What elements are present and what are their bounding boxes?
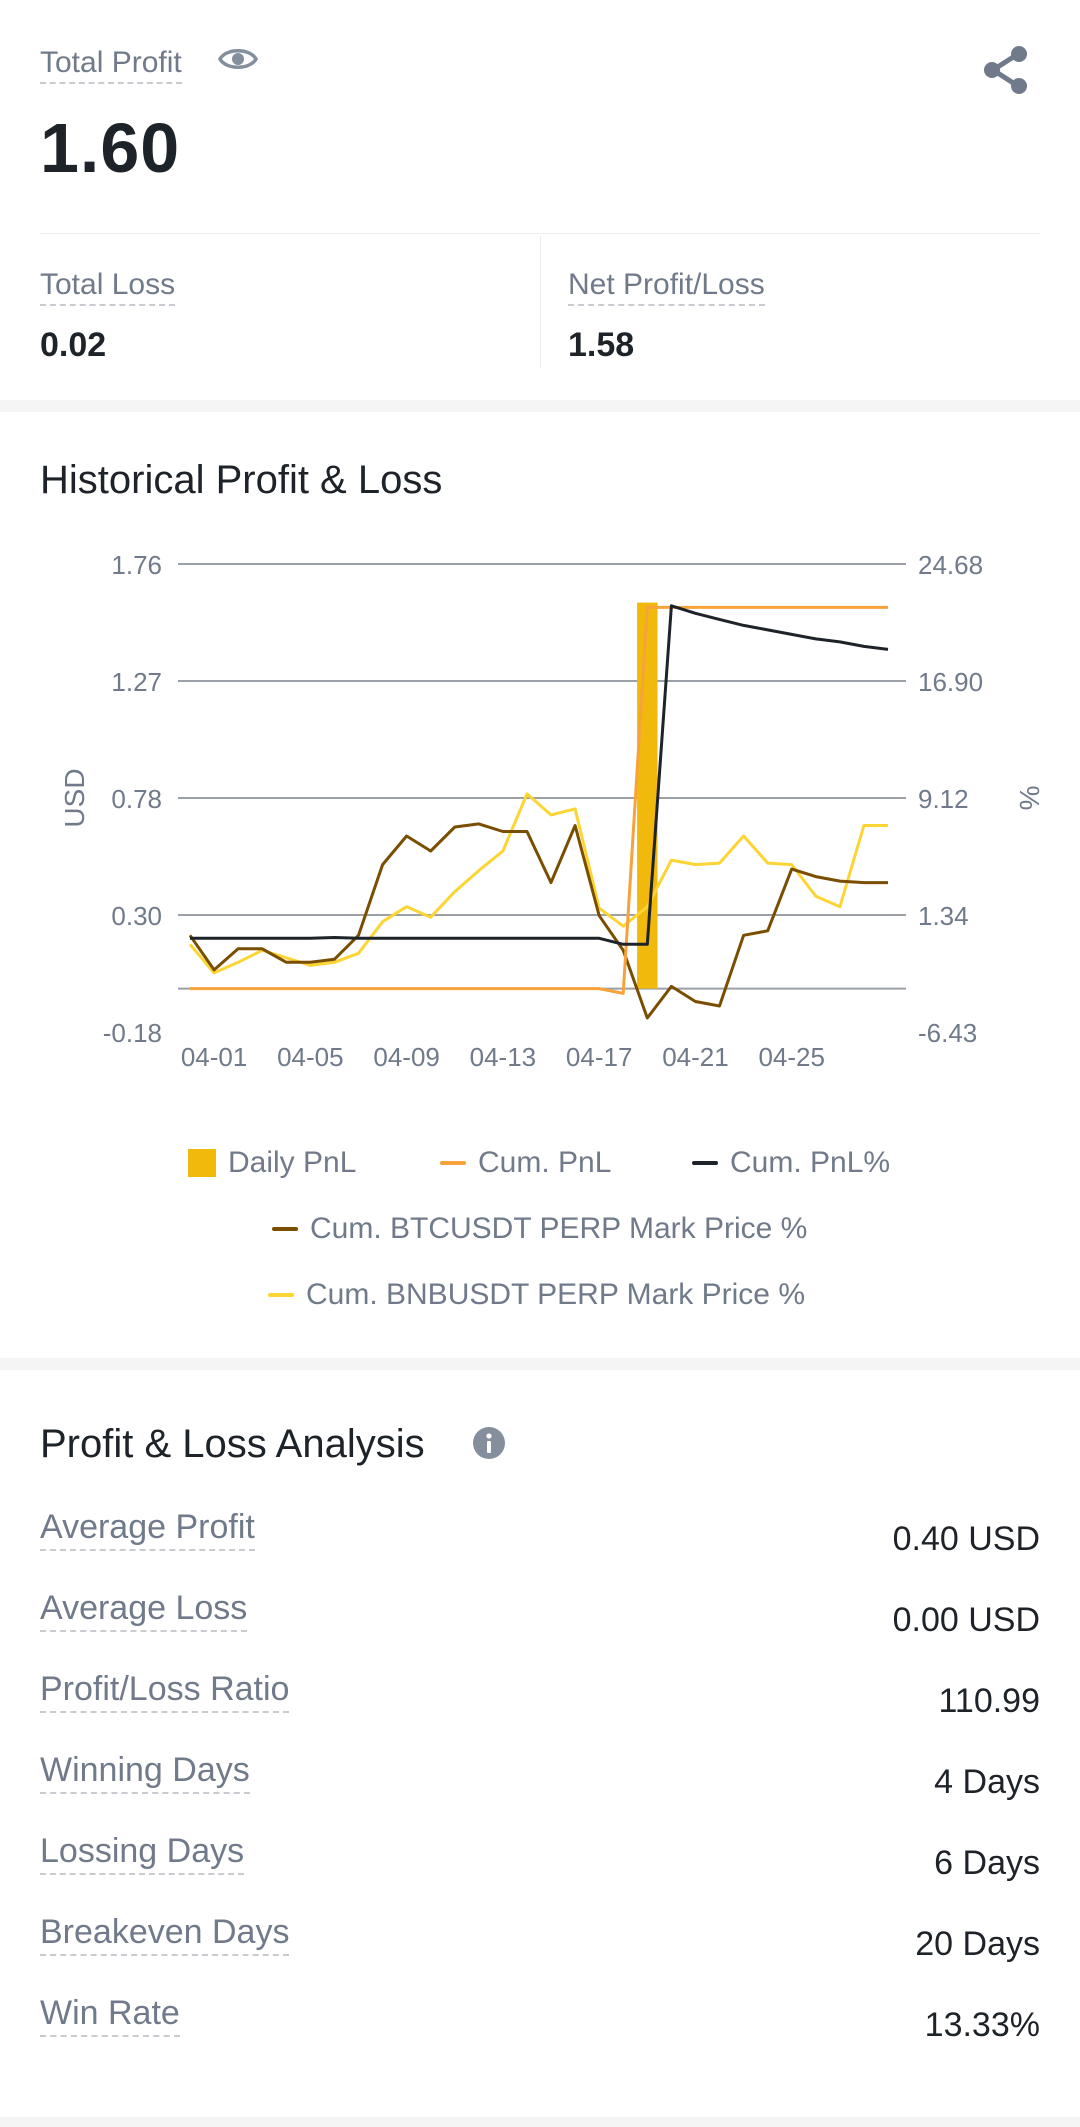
y-tick-left: 1.76 xyxy=(111,550,162,580)
analysis-label[interactable]: Average Profit xyxy=(40,1508,255,1551)
pnl-analysis-card: Profit & Loss Analysis Average Profit 0.… xyxy=(0,1370,1080,2117)
y-tick-left: 0.78 xyxy=(111,784,162,814)
y-tick-right: -6.43 xyxy=(918,1018,977,1048)
eye-icon[interactable] xyxy=(218,44,258,74)
pnl-chart[interactable]: 1.76 24.68 1.27 16.90 0.78 9.12 0.30 1.34 -0.18 -… xyxy=(0,412,1080,1358)
analysis-label[interactable]: Breakeven Days xyxy=(40,1913,290,1956)
legend-daily-pnl[interactable]: Daily PnL xyxy=(188,1146,356,1180)
legend-cum-pnl-percent[interactable]: Cum. PnL% xyxy=(692,1146,890,1180)
x-tick: 04-25 xyxy=(758,1042,825,1072)
y-axis-title-left: USD xyxy=(59,768,90,827)
y-tick-left: 0.30 xyxy=(111,901,162,931)
profit-summary-card: Total Profit 1.60 Total Loss 0.02 Net Pr… xyxy=(0,0,1080,400)
y-tick-right: 24.68 xyxy=(918,550,983,580)
cum-pnl-percent-line xyxy=(190,604,889,946)
y-tick-left: 1.27 xyxy=(111,667,162,697)
x-tick: 04-01 xyxy=(181,1042,248,1072)
total-profit-value: 1.60 xyxy=(40,109,181,187)
analysis-label[interactable]: Win Rate xyxy=(40,1994,180,2037)
analysis-value: 0.40 USD xyxy=(892,1520,1040,1558)
legend-label: Cum. BNBUSDT PERP Mark Price % xyxy=(306,1278,805,1311)
analysis-value: 4 Days xyxy=(934,1763,1040,1801)
analysis-value: 20 Days xyxy=(915,1925,1040,1963)
btcusdt-mark-price-line xyxy=(188,822,888,1020)
legend-swatch xyxy=(188,1149,216,1177)
legend-cum-pnl[interactable]: Cum. PnL xyxy=(440,1146,611,1180)
y-tick-right: 1.34 xyxy=(918,901,969,931)
analysis-row-winning-days: Winning Days 4 Days xyxy=(40,1751,1040,1811)
analysis-label[interactable]: Winning Days xyxy=(40,1751,250,1794)
legend-swatch xyxy=(272,1227,298,1231)
analysis-row-win-rate: Win Rate 13.33% xyxy=(40,1994,1040,2054)
legend-label: Daily PnL xyxy=(228,1146,357,1179)
x-tick: 04-09 xyxy=(373,1042,440,1072)
share-icon[interactable] xyxy=(980,44,1032,96)
legend-label: Cum. BTCUSDT PERP Mark Price % xyxy=(310,1212,808,1245)
analysis-label[interactable]: Profit/Loss Ratio xyxy=(40,1670,290,1713)
net-profit-loss-label[interactable]: Net Profit/Loss xyxy=(568,268,765,306)
net-profit-loss-value: 1.58 xyxy=(568,326,635,364)
x-tick: 04-17 xyxy=(566,1042,633,1072)
y-tick-right: 16.90 xyxy=(918,667,983,697)
total-profit-label[interactable]: Total Profit xyxy=(40,46,182,84)
historical-pnl-card: Historical Profit & Loss 1.76 24.68 1.27 16… xyxy=(0,412,1080,1358)
legend-swatch xyxy=(692,1161,718,1165)
analysis-value: 6 Days xyxy=(934,1844,1040,1882)
section-title: Profit & Loss Analysis xyxy=(40,1422,425,1466)
divider xyxy=(540,236,541,368)
x-tick: 04-21 xyxy=(662,1042,729,1072)
analysis-label[interactable]: Average Loss xyxy=(40,1589,248,1632)
analysis-value: 110.99 xyxy=(938,1682,1040,1720)
legend-bnbusdt[interactable]: Cum. BNBUSDT PERP Mark Price % xyxy=(268,1278,805,1312)
analysis-label[interactable]: Lossing Days xyxy=(40,1832,245,1875)
x-tick: 04-05 xyxy=(277,1042,344,1072)
y-tick-right: 9.12 xyxy=(918,784,969,814)
analysis-value: 13.33% xyxy=(924,2006,1040,2044)
total-loss-value: 0.02 xyxy=(40,326,107,364)
info-icon[interactable] xyxy=(472,1426,506,1460)
analysis-value: 0.00 USD xyxy=(892,1601,1040,1639)
y-tick-left: -0.18 xyxy=(103,1018,162,1048)
legend-swatch xyxy=(268,1293,294,1297)
legend-label: Cum. PnL% xyxy=(730,1146,891,1179)
cum-pnl-line xyxy=(190,605,888,995)
analysis-row-breakeven-days: Breakeven Days 20 Days xyxy=(40,1913,1040,1973)
legend-btcusdt[interactable]: Cum. BTCUSDT PERP Mark Price % xyxy=(272,1212,807,1246)
divider xyxy=(40,233,1040,234)
analysis-row-average-profit: Average Profit 0.40 USD xyxy=(40,1508,1040,1568)
analysis-row-profit-loss-ratio: Profit/Loss Ratio 110.99 xyxy=(40,1670,1040,1730)
section-title: Historical Profit & Loss xyxy=(40,458,443,502)
x-tick: 04-13 xyxy=(470,1042,537,1072)
legend-swatch xyxy=(440,1161,466,1165)
y-axis-title-right: % xyxy=(1014,786,1045,811)
analysis-row-average-loss: Average Loss 0.00 USD xyxy=(40,1589,1040,1649)
analysis-row-lossing-days: Lossing Days 6 Days xyxy=(40,1832,1040,1892)
total-loss-label[interactable]: Total Loss xyxy=(40,268,176,306)
bnbusdt-mark-price-line xyxy=(188,792,888,975)
legend-label: Cum. PnL xyxy=(478,1146,612,1179)
